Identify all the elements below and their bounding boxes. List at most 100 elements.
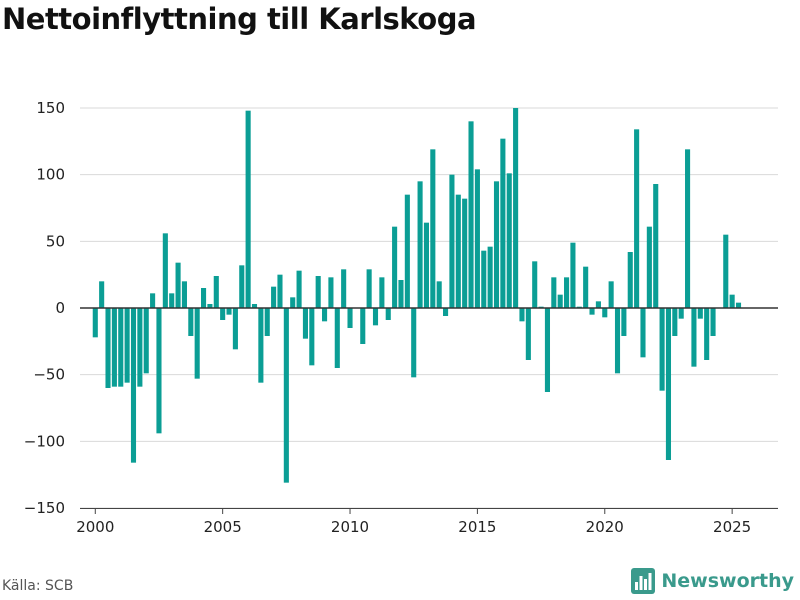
bar — [710, 308, 716, 336]
bar — [493, 181, 500, 308]
bar-chart-logo-icon — [631, 568, 656, 594]
bar — [175, 262, 181, 308]
bar — [194, 308, 200, 379]
bar — [156, 308, 162, 434]
x-tick-label: 2010 — [331, 518, 369, 536]
x-tick-label: 2000 — [76, 518, 114, 536]
bar — [290, 297, 296, 308]
bar — [595, 301, 601, 308]
bar — [169, 293, 175, 308]
bar — [111, 308, 117, 387]
bar — [672, 308, 678, 336]
bar — [500, 138, 506, 308]
bar — [188, 308, 194, 336]
bar — [481, 250, 487, 308]
bar — [239, 265, 245, 308]
bar — [455, 194, 461, 308]
bar — [640, 308, 646, 358]
bar — [417, 181, 423, 308]
bar — [729, 294, 735, 308]
bar — [309, 308, 315, 366]
bar — [525, 308, 531, 360]
bar — [271, 286, 277, 308]
y-tick-label: 50 — [46, 232, 65, 250]
bar — [665, 308, 672, 460]
y-tick-label: 0 — [55, 299, 65, 317]
bar — [589, 308, 595, 315]
axis-labels: 150 100 50 0 −50 −100 −150 2000 2005 2010 2015 2020… — [24, 99, 778, 536]
bar — [328, 277, 334, 308]
bar — [443, 308, 449, 316]
bar — [608, 281, 614, 308]
bar — [372, 308, 379, 326]
bar — [570, 242, 576, 308]
bar — [659, 308, 665, 391]
bar — [621, 308, 627, 336]
bar — [735, 302, 742, 308]
bar — [449, 174, 455, 308]
bar — [634, 129, 640, 308]
bar — [653, 184, 659, 308]
chart-title: Nettoinflyttning till Karlskoga — [2, 2, 477, 36]
bar — [404, 194, 410, 308]
bar — [296, 270, 302, 308]
bar — [322, 308, 328, 322]
bar — [315, 276, 321, 308]
bar — [105, 308, 111, 388]
bar — [551, 277, 557, 308]
x-tick-label: 2020 — [586, 518, 624, 536]
bar — [226, 308, 232, 315]
bar — [251, 304, 258, 308]
bar — [213, 276, 219, 308]
y-tick-label: 100 — [36, 166, 65, 184]
bar — [347, 308, 353, 328]
bar — [474, 169, 480, 308]
bar — [207, 304, 213, 308]
bar — [334, 308, 340, 368]
y-tick-label: 150 — [36, 99, 65, 117]
bar — [398, 280, 404, 308]
bar — [685, 149, 691, 308]
bar — [118, 308, 124, 387]
bar — [302, 308, 308, 339]
bar — [181, 281, 187, 308]
bar — [201, 288, 207, 308]
bar — [143, 308, 149, 374]
x-tick-label: 2005 — [204, 518, 242, 536]
y-tick-label: −100 — [24, 432, 65, 450]
bar — [137, 308, 143, 387]
bar — [99, 281, 105, 308]
bar — [124, 308, 130, 383]
bar — [220, 308, 226, 320]
bar — [627, 252, 633, 308]
bar — [704, 308, 710, 360]
bar — [162, 233, 168, 308]
bar — [691, 308, 697, 367]
bar — [130, 308, 137, 463]
bar — [564, 277, 570, 308]
y-tick-label: −150 — [24, 499, 65, 517]
bar — [487, 246, 493, 308]
bar — [646, 226, 652, 308]
x-tick-label: 2015 — [458, 518, 496, 536]
bar — [697, 308, 703, 319]
bar-series — [92, 108, 742, 483]
bar — [411, 308, 417, 378]
bar — [92, 308, 98, 338]
brand-name: Newsworthy — [661, 570, 794, 592]
bar — [341, 269, 347, 308]
bar — [532, 261, 538, 308]
newsworthy-brand[interactable]: Newsworthy — [631, 568, 794, 594]
bar — [232, 308, 238, 350]
bar — [462, 198, 468, 308]
bar — [264, 308, 270, 336]
bar — [283, 308, 289, 483]
bar — [258, 308, 264, 383]
bar — [360, 308, 366, 344]
bar — [277, 274, 283, 308]
bar — [430, 149, 436, 308]
bar — [513, 108, 519, 308]
bar — [519, 308, 525, 322]
bar — [392, 226, 398, 308]
